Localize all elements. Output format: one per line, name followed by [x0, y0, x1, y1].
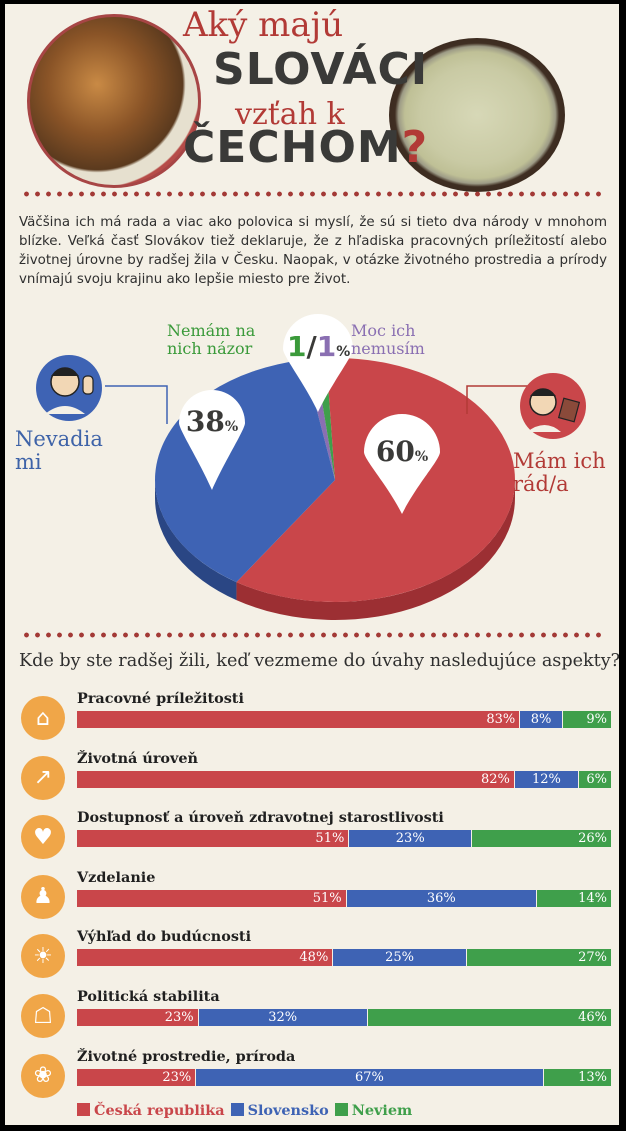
label-dont-like: Moc ich nemusím: [351, 321, 425, 358]
infographic-page: Aký majú SLOVÁCI vzťah k ČECHOM? Väčšina…: [5, 4, 619, 1125]
callout-line-dont-mind: [105, 385, 168, 424]
pie-group: [155, 313, 516, 620]
bar-chart-question: Kde by ste radšej žili, keď vezmeme do ú…: [19, 651, 619, 671]
bar-segment: 13%: [543, 1068, 611, 1086]
graduate-icon: ♟: [21, 874, 65, 919]
stacked-bar: 23% 32% 46%: [77, 1009, 611, 1026]
lightbulb-icon: ☀: [21, 934, 65, 979]
pin-label-dont-mind: 38%: [177, 408, 247, 436]
stacked-bar: 51% 36% 14%: [77, 889, 611, 907]
legend-swatch: [77, 1103, 90, 1116]
pin-value-dont-mind: 38: [185, 405, 225, 438]
percent-sign: %: [224, 419, 239, 435]
pin-value-like: 60: [375, 435, 415, 468]
bar-segment: 83%: [77, 711, 521, 728]
bar-segment: 23%: [349, 830, 473, 848]
bar-segment: 48%: [77, 949, 334, 967]
bar-segment: 23%: [77, 1068, 197, 1086]
pie-side-wall: [236, 480, 516, 620]
title-line-4: ČECHOM?: [183, 126, 428, 170]
factory-icon: ⌂: [21, 696, 65, 740]
bar-segment: 6%: [578, 770, 611, 788]
title-line-3: vzťah k: [235, 97, 345, 132]
bar-row: ♥ Dostupnosť a úroveň zdravotnej starostl…: [5, 809, 619, 865]
percent-sign: %: [336, 344, 351, 360]
title-question-mark: ?: [401, 122, 429, 173]
legend-item: Slovensko: [230, 1102, 329, 1119]
bar-row: ☖ Politická stabilita 23% 32% 46%: [5, 988, 619, 1044]
stacked-bar: 51% 23% 26%: [77, 830, 611, 848]
bar-segment: 9%: [562, 711, 611, 728]
pin-label-like: 60%: [357, 438, 447, 466]
bar-category-label: Pracovné príležitosti: [77, 690, 244, 707]
heartbeat-icon: ♥: [21, 815, 65, 860]
pie-chart: [36, 313, 586, 620]
food-photo-pork-sauerkraut: [27, 14, 201, 188]
bar-segment: 25%: [333, 949, 467, 967]
bar-segment: 14%: [536, 889, 611, 907]
bar-segment: 67%: [196, 1068, 544, 1086]
bar-segment: 46%: [367, 1009, 611, 1026]
bar-segment: 8%: [520, 711, 563, 728]
label-no-opinion: Nemám na nich názor: [167, 321, 256, 358]
pie-slice: [236, 358, 516, 603]
bar-row: ❀ Životné prostredie, príroda 23% 67% 13%: [5, 1048, 619, 1104]
bar-segment: 27%: [466, 949, 611, 967]
flower-icon: ❀: [21, 1053, 65, 1098]
person-reading-icon: [520, 373, 586, 439]
bar-segment: 51%: [77, 889, 347, 907]
legend-label: Slovensko: [247, 1102, 329, 1119]
stacked-bar: 83% 8% 9%: [77, 711, 611, 728]
percent-sign: %: [414, 449, 429, 465]
food-photo-halusky: [389, 38, 565, 192]
bar-row: ♟ Vzdelanie 51% 36% 14%: [5, 869, 619, 925]
dotted-divider: [21, 632, 607, 638]
bar-segment: 12%: [514, 770, 579, 788]
legend-swatch: [334, 1103, 348, 1116]
pin-marker-like: [364, 414, 440, 514]
title-word: ČECHOM: [183, 122, 402, 173]
bar-segment: 82%: [77, 770, 515, 788]
bar-category-label: Dostupnosť a úroveň zdravotnej starostli…: [77, 809, 444, 827]
label-like: Mám ich rád/a: [513, 449, 606, 497]
bar-category-label: Životné prostredie, príroda: [77, 1047, 296, 1065]
bar-row: ☀ Výhľad do budúcnosti 48% 25% 27%: [5, 928, 619, 984]
government-building-icon: ☖: [21, 994, 65, 1038]
bar-segment: 32%: [198, 1009, 368, 1026]
bar-segment: 26%: [472, 830, 611, 848]
legend-item: Neviem: [334, 1102, 413, 1119]
legend-swatch: [230, 1103, 244, 1116]
title-line-1: Aký majú: [183, 5, 344, 45]
bar-row: ↗ Životná úroveň 82% 12% 6%: [5, 750, 619, 806]
stacked-bar: 48% 25% 27%: [77, 949, 611, 967]
small-slices-value: 1/1%: [287, 330, 350, 363]
bar-category-label: Výhľad do budúcnosti: [77, 928, 252, 946]
legend-item: Česká republika: [77, 1102, 225, 1119]
pin-marker-small: [283, 313, 353, 412]
label-dont-mind: Nevadia mi: [15, 427, 103, 475]
bar-category-label: Vzdelanie: [77, 868, 156, 886]
bar-segment: 36%: [346, 889, 537, 907]
intro-paragraph: Väčšina ich má rada a viac ako polovica …: [19, 215, 607, 287]
legend-label: Česká republika: [94, 1102, 225, 1119]
title-line-2: SLOVÁCI: [213, 44, 429, 95]
pie-side-wall: [155, 480, 237, 601]
pin-marker-dont-mind: [179, 390, 245, 490]
bar-row: ⌂ Pracovné príležitosti 83% 8% 9%: [5, 690, 619, 746]
legend-label: Neviem: [351, 1102, 413, 1119]
person-waving-icon: [36, 355, 102, 421]
legend: Česká republika Slovensko Neviem: [77, 1102, 418, 1119]
no-opinion-value: 1: [287, 330, 307, 363]
bar-category-label: Životná úroveň: [77, 749, 198, 767]
stacked-bar: 23% 67% 13%: [77, 1068, 611, 1086]
callout-line-like: [466, 385, 531, 414]
dotted-divider: [21, 191, 607, 197]
bar-segment: 23%: [77, 1009, 199, 1026]
dont-like-value: 1: [316, 330, 337, 363]
bar-segment: 51%: [77, 830, 350, 848]
trend-up-icon: ↗: [21, 755, 65, 800]
bar-category-label: Politická stabilita: [77, 988, 220, 1005]
stacked-bar: 82% 12% 6%: [77, 770, 611, 788]
slash: /: [306, 330, 317, 363]
